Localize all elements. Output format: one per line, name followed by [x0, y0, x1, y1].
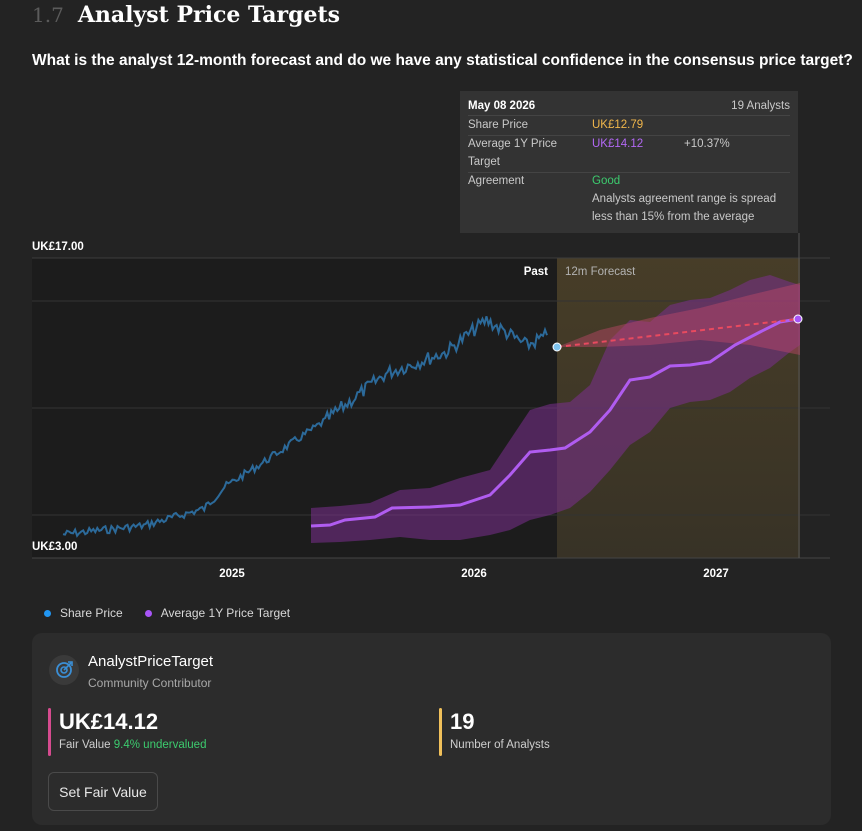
undervalued-text: 9.4% undervalued	[113, 739, 207, 751]
legend-target-label: Average 1Y Price Target	[160, 606, 291, 620]
target-line	[310, 317, 799, 528]
x-tick-label: 2027	[703, 568, 729, 580]
legend-share-price[interactable]: Share Price	[44, 606, 123, 620]
tooltip-date: May 08 2026	[468, 100, 536, 112]
y-tick-label-bottom: UK£3.00	[32, 541, 77, 553]
analysts-count: 19	[450, 709, 475, 734]
section-number: 1.7	[32, 3, 64, 27]
analysts-stat: 19 Number of Analysts	[439, 708, 550, 756]
chart-svg: UK£17.00 UK£3.00 Past 12m Forecast 2025 …	[32, 233, 830, 580]
y-tick-label-top: UK£17.00	[32, 241, 84, 253]
tooltip-share-price-label: Share Price	[468, 119, 529, 131]
analysts-bar	[439, 708, 442, 756]
fair-value-caption: Fair Value 9.4% undervalued	[59, 739, 207, 751]
legend-dot-share-price	[44, 609, 51, 617]
tooltip-target-row: Average 1Y Price Target UK£14.12 +10.37%	[468, 135, 790, 173]
section-header: 1.7 Analyst Price Targets	[32, 2, 340, 32]
share-price-marker[interactable]	[552, 342, 562, 352]
section-title: Analyst Price Targets	[77, 2, 341, 28]
tooltip-agreement-value: Good	[592, 175, 621, 187]
forecast-pink-fan	[557, 283, 800, 355]
tooltip-target-change: +10.37%	[684, 138, 730, 150]
set-fair-value-button[interactable]: Set Fair Value	[48, 772, 158, 811]
fair-value-stat: UK£14.12 Fair Value 9.4% undervalued	[48, 708, 206, 756]
tooltip-share-price-row: Share Price UK£12.79	[468, 116, 790, 136]
legend-share-price-label: Share Price	[60, 606, 123, 620]
tooltip-target-label: Average 1Y Price Target	[468, 138, 558, 168]
chart-legend: Share Price Average 1Y Price Target	[44, 606, 312, 620]
analysts-caption: Number of Analysts	[450, 739, 550, 751]
legend-target[interactable]: Average 1Y Price Target	[144, 606, 291, 620]
share-price-line	[62, 316, 548, 538]
fair-value-bar	[48, 708, 51, 756]
target-range-band	[311, 275, 800, 543]
forecast-label: 12m Forecast	[565, 266, 636, 278]
section-question: What is the analyst 12-month forecast an…	[32, 52, 853, 69]
x-tick-label: 2026	[461, 568, 487, 580]
past-label: Past	[524, 266, 548, 278]
target-marker[interactable]	[793, 314, 803, 324]
tooltip-header: May 08 2026 19 Analysts	[468, 97, 790, 116]
contributor-name: AnalystPriceTarget	[88, 653, 214, 670]
contributor-role: Community Contributor	[88, 676, 212, 690]
forecast-dashed-line	[556, 318, 799, 348]
chart-tooltip: May 08 2026 19 Analysts Share Price UK£1…	[460, 91, 798, 233]
tooltip-target-value: UK£14.12	[592, 138, 644, 150]
fair-value-card: AnalystPriceTarget Community Contributor…	[32, 633, 831, 825]
tooltip-agreement-desc: Analysts agreement range is spread less t…	[592, 193, 777, 223]
tooltip-analysts: 19 Analysts	[731, 100, 790, 112]
tooltip-agreement-row: Agreement Good Analysts agreement range …	[468, 172, 790, 228]
price-target-chart[interactable]: UK£17.00 UK£3.00 Past 12m Forecast 2025 …	[0, 0, 862, 600]
tooltip-share-price-value: UK£12.79	[592, 119, 644, 131]
x-tick-label: 2025	[219, 568, 245, 580]
avatar	[49, 655, 79, 685]
analyst-target-icon	[56, 661, 73, 678]
legend-dot-target	[144, 609, 152, 617]
tooltip-agreement-label: Agreement	[468, 175, 525, 187]
fair-value-amount: UK£14.12	[59, 709, 159, 734]
